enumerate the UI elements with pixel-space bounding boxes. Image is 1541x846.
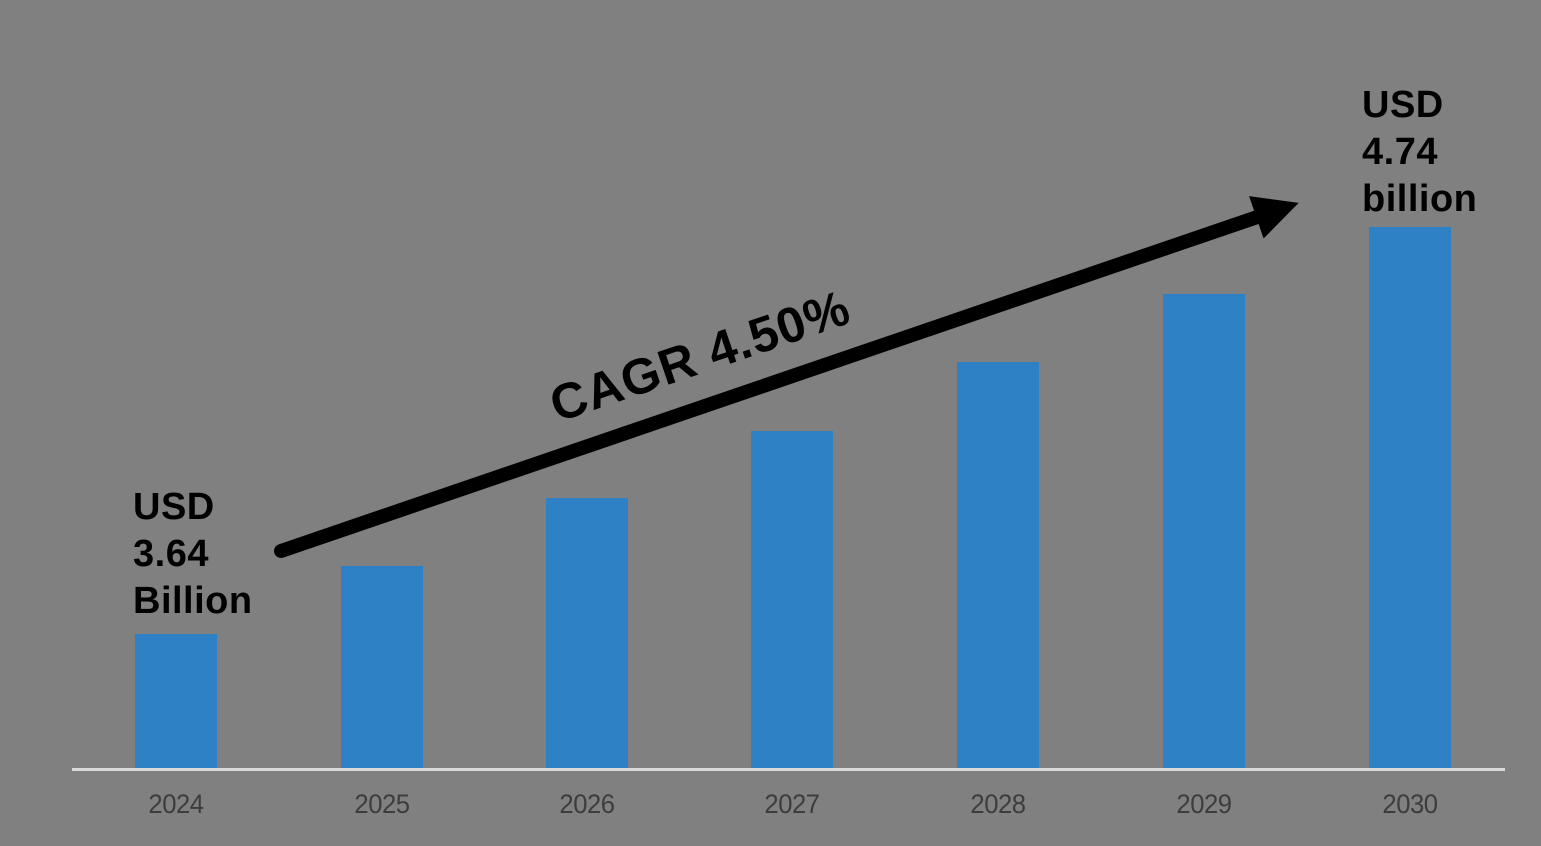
x-tick-2026: 2026	[559, 789, 615, 819]
x-axis-line	[72, 768, 1505, 771]
bar-2024	[135, 634, 217, 769]
x-tick-2029: 2029	[1176, 789, 1232, 819]
bar-2030	[1369, 227, 1451, 769]
annotation-line: Billion	[133, 580, 253, 622]
bar-2028	[957, 362, 1039, 769]
x-tick-2030: 2030	[1382, 789, 1438, 819]
annotation-line: 4.74	[1362, 131, 1438, 173]
x-tick-2028: 2028	[970, 789, 1026, 819]
cagr-label: CAGR 4.50%	[542, 279, 858, 433]
bar-2025	[341, 566, 423, 769]
bar-2027	[751, 431, 833, 769]
annotation-line: 3.64	[133, 533, 209, 575]
start-value-label: USD 3.64 Billion	[133, 484, 253, 625]
annotation-line: billion	[1362, 178, 1478, 220]
bar-2026	[546, 498, 628, 769]
bar-2029	[1163, 294, 1245, 769]
annotation-line: USD	[1362, 84, 1444, 126]
x-tick-2024: 2024	[148, 789, 204, 819]
end-value-label: USD 4.74 billion	[1362, 82, 1477, 223]
x-tick-2025: 2025	[354, 789, 410, 819]
x-tick-2027: 2027	[764, 789, 820, 819]
annotation-line: USD	[133, 486, 215, 528]
